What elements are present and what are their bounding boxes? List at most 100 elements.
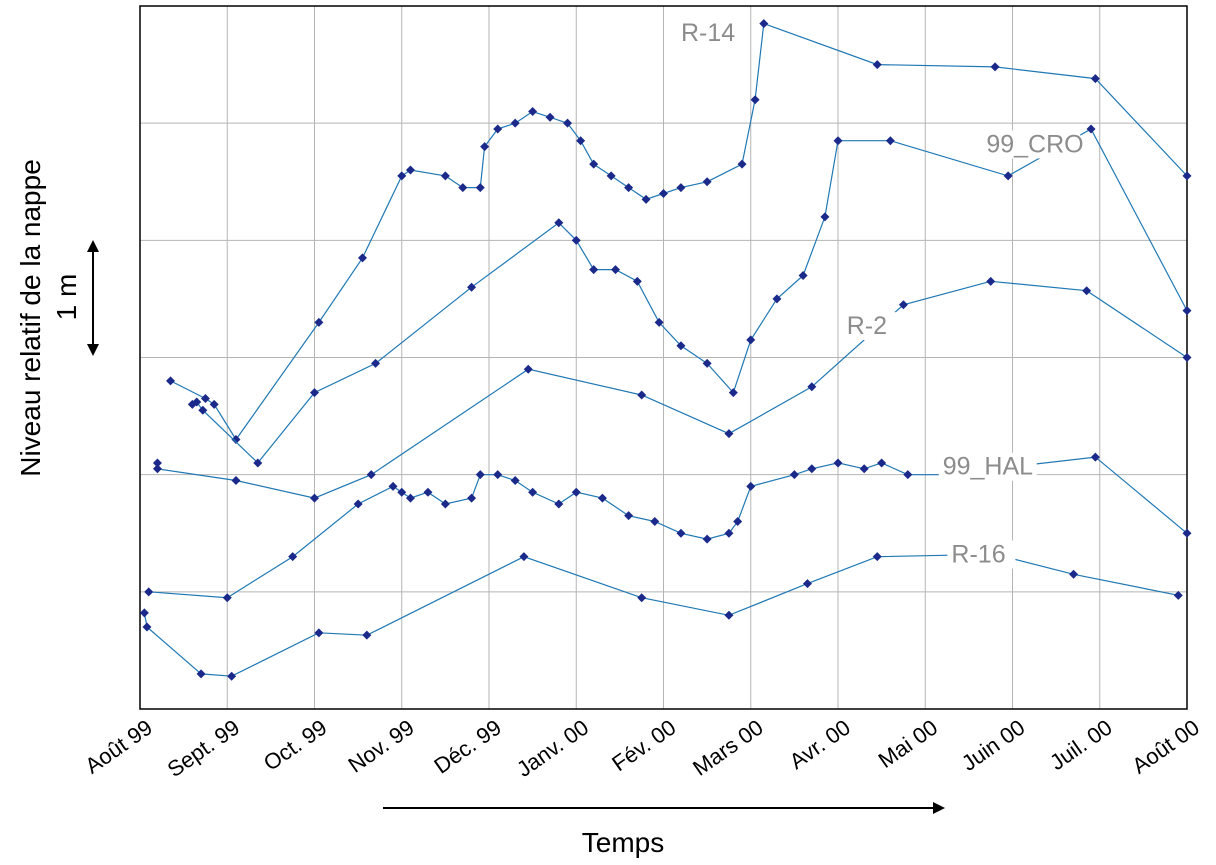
data-point <box>641 194 651 204</box>
data-point <box>624 511 634 521</box>
data-point <box>1082 286 1092 296</box>
series-line <box>170 22 1188 441</box>
data-point <box>200 394 210 404</box>
data-point <box>654 317 664 327</box>
x-tick-label: Janv. 00 <box>512 715 593 782</box>
data-point <box>650 517 660 527</box>
data-point <box>676 341 686 351</box>
data-point <box>802 579 812 589</box>
data-point <box>833 136 843 146</box>
data-point <box>746 481 756 491</box>
data-point <box>676 183 686 193</box>
data-point <box>192 397 202 407</box>
data-point <box>458 183 468 193</box>
data-point <box>357 253 367 263</box>
data-point <box>144 587 154 597</box>
data-point <box>1182 171 1192 181</box>
data-point <box>576 136 586 146</box>
series: R-16 <box>139 540 1183 681</box>
data-point <box>885 136 895 146</box>
data-point <box>637 593 647 603</box>
data-point <box>231 476 241 486</box>
data-point <box>423 487 433 497</box>
data-point <box>314 317 324 327</box>
data-point <box>142 622 152 632</box>
data-point <box>166 376 176 386</box>
data-point <box>222 593 232 603</box>
scale-label: 1 m <box>51 274 82 321</box>
data-point <box>139 608 149 618</box>
series: 99_HAL <box>144 452 1192 603</box>
data-point <box>702 177 712 187</box>
data-point <box>475 470 485 480</box>
data-point <box>196 669 206 679</box>
series-label-background <box>947 540 1016 569</box>
data-point <box>724 610 734 620</box>
series-label: R-14 <box>681 19 735 47</box>
data-point <box>589 159 599 169</box>
data-point <box>227 671 237 681</box>
data-point <box>632 276 642 286</box>
series-line <box>192 128 1188 464</box>
data-point <box>1090 74 1100 84</box>
data-point <box>545 112 555 122</box>
data-point <box>510 476 520 486</box>
data-point <box>362 630 372 640</box>
data-point <box>807 382 817 392</box>
data-point <box>523 364 533 374</box>
data-point <box>990 62 1000 72</box>
series: R-2 <box>152 276 1192 503</box>
data-point <box>589 265 599 275</box>
x-tick-label: Mars 00 <box>688 715 767 781</box>
data-point <box>737 159 747 169</box>
data-point <box>746 335 756 345</box>
series-label-background <box>982 130 1081 159</box>
data-point <box>1003 171 1013 181</box>
data-point <box>872 60 882 70</box>
x-tick-label: Mai 00 <box>874 715 942 773</box>
data-point <box>366 470 376 480</box>
series-layer: R-14 99_CRO R-2 99_HAL R-16 <box>139 19 1192 681</box>
x-tick-label: Juin 00 <box>957 715 1029 776</box>
data-point <box>728 388 738 398</box>
series-label: R-16 <box>951 541 1005 569</box>
data-point <box>903 470 913 480</box>
series-label: R-2 <box>847 312 887 340</box>
data-point <box>702 358 712 368</box>
data-point <box>750 95 760 105</box>
data-point <box>606 171 616 181</box>
series-label: 99_CRO <box>986 130 1083 158</box>
data-point <box>198 405 208 415</box>
series-line <box>143 553 1179 677</box>
data-point <box>397 171 407 181</box>
data-point <box>597 493 607 503</box>
data-point <box>152 458 162 468</box>
series-label-background <box>842 312 896 341</box>
data-point <box>571 235 581 245</box>
series-label-background <box>938 452 1037 481</box>
data-point <box>676 528 686 538</box>
data-point <box>637 390 647 400</box>
data-point <box>1090 452 1100 462</box>
data-point <box>1182 306 1192 316</box>
data-point <box>986 276 996 286</box>
data-point <box>528 106 538 116</box>
data-point <box>859 464 869 474</box>
data-point <box>759 19 769 29</box>
data-point <box>571 487 581 497</box>
data-point <box>209 399 219 409</box>
data-point <box>833 458 843 468</box>
x-axis-title: Temps <box>582 827 664 858</box>
data-point <box>288 552 298 562</box>
data-point <box>388 481 398 491</box>
data-point <box>724 528 734 538</box>
data-point <box>733 517 743 527</box>
data-point <box>519 552 529 562</box>
data-point <box>898 300 908 310</box>
data-point <box>659 188 668 198</box>
data-point <box>440 499 450 509</box>
data-point <box>624 183 634 193</box>
data-point <box>493 124 503 134</box>
data-point <box>789 470 799 480</box>
data-point <box>231 435 241 445</box>
